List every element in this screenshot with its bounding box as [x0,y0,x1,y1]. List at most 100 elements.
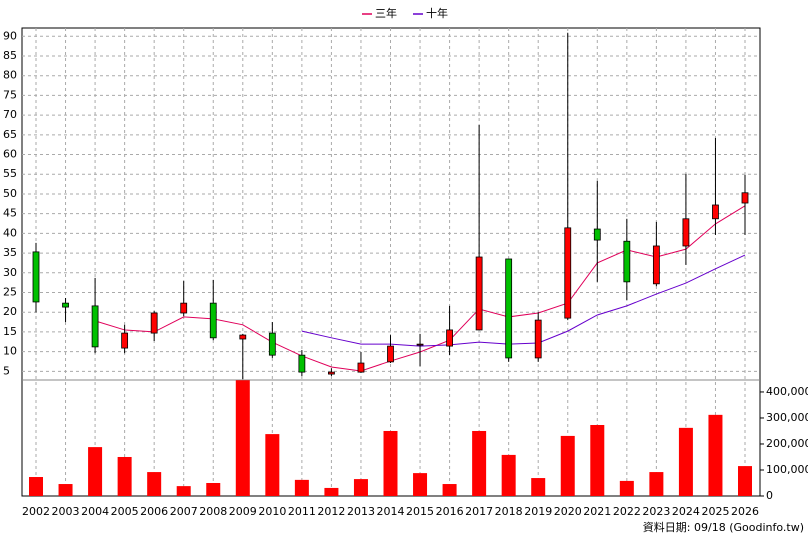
volume-bar [324,487,339,496]
x-tick-label: 2009 [229,505,257,518]
candle-body [91,305,99,348]
volume-bar [265,434,280,496]
volume-tick-label: 0 [766,489,773,502]
y-tick-label: 90 [3,29,17,42]
y-tick-label: 85 [3,49,17,62]
candle-body [623,240,631,283]
volume-bar [235,380,250,496]
candle-body [62,302,69,308]
volume-tick-label: 200,000 [766,437,808,450]
candle-body [564,227,572,319]
volume-bar [472,430,487,496]
volume-bar [294,479,309,496]
volume-bar [413,473,428,496]
candle-body [446,329,453,347]
x-tick-label: 2023 [642,505,670,518]
volume-bar [29,477,43,496]
x-tick-label: 2017 [465,505,493,518]
volume-tick-label: 300,000 [766,411,808,424]
y-tick-label: 15 [3,325,17,338]
candle-body [328,371,335,375]
volume-bar [590,424,605,496]
volume-bar [383,430,398,496]
y-tick-label: 70 [3,108,17,121]
y-tick-label: 30 [3,266,17,279]
y-tick-label: 10 [3,345,17,358]
y-tick-label: 65 [3,128,17,141]
footnote: 資料日期: 09/18 (Goodinfo.tw) [643,520,804,534]
x-tick-label: 2022 [613,505,641,518]
candle-body [652,245,660,285]
x-tick-label: 2011 [288,505,316,518]
x-tick-label: 2018 [495,505,523,518]
x-tick-label: 2021 [583,505,611,518]
x-tick-label: 2019 [524,505,552,518]
y-tick-label: 20 [3,305,17,318]
candle-body [268,332,276,356]
x-tick-label: 2025 [701,505,729,518]
legend-label: 三年 [375,6,397,20]
candle-body [712,204,719,220]
candle-body [239,334,247,340]
candle-body [416,343,424,346]
x-tick-label: 2016 [436,505,464,518]
x-tick-label: 2026 [731,505,759,518]
x-tick-label: 2008 [199,505,227,518]
volume-bar [738,466,752,496]
volume-bar [58,484,73,496]
y-tick-label: 40 [3,226,17,239]
x-tick-label: 2005 [111,505,139,518]
volume-bar [206,482,221,496]
volume-bar [708,414,723,496]
legend-label: 十年 [426,6,448,20]
x-tick-label: 2015 [406,505,434,518]
volume-bar [678,427,693,496]
volume-bar [117,456,132,496]
y-tick-label: 60 [3,148,17,161]
y-tick-label: 5 [3,364,10,377]
y-tick-label: 25 [3,285,17,298]
volume-bar [560,435,575,496]
y-tick-label: 55 [3,167,17,180]
x-tick-label: 2007 [170,505,198,518]
candle-body [209,302,217,339]
volume-bar [501,454,516,496]
y-tick-label: 35 [3,246,17,259]
volume-bar [176,486,191,496]
volume-bar [619,480,634,496]
volume-bar [442,484,457,496]
x-tick-label: 2014 [377,505,405,518]
candle-body [150,312,158,334]
candle-body [357,362,365,373]
x-tick-label: 2004 [81,505,109,518]
volume-bar [88,447,103,496]
volume-bar [531,478,546,496]
candle-body [121,332,129,349]
y-tick-label: 75 [3,88,17,101]
y-tick-label: 45 [3,207,17,220]
candle-body [387,345,394,363]
volume-bar [649,472,664,496]
candle-body [475,256,483,331]
x-tick-label: 2020 [554,505,582,518]
candle-body [32,251,40,303]
volume-tick-label: 100,000 [766,463,808,476]
candle-body [180,302,188,314]
x-tick-label: 2013 [347,505,375,518]
x-tick-label: 2010 [258,505,286,518]
x-tick-label: 2006 [140,505,168,518]
x-tick-label: 2024 [672,505,700,518]
x-tick-label: 2003 [52,505,80,518]
candle-body [505,258,513,359]
y-tick-label: 80 [3,69,17,82]
candle-body [534,319,542,359]
x-tick-label: 2012 [317,505,345,518]
volume-bar [353,479,368,496]
candle-body [298,354,306,373]
candle-body [682,218,690,247]
volume-bar [147,472,162,496]
volume-tick-label: 400,000 [766,385,808,398]
ma-line [301,254,746,347]
y-tick-label: 50 [3,187,17,200]
